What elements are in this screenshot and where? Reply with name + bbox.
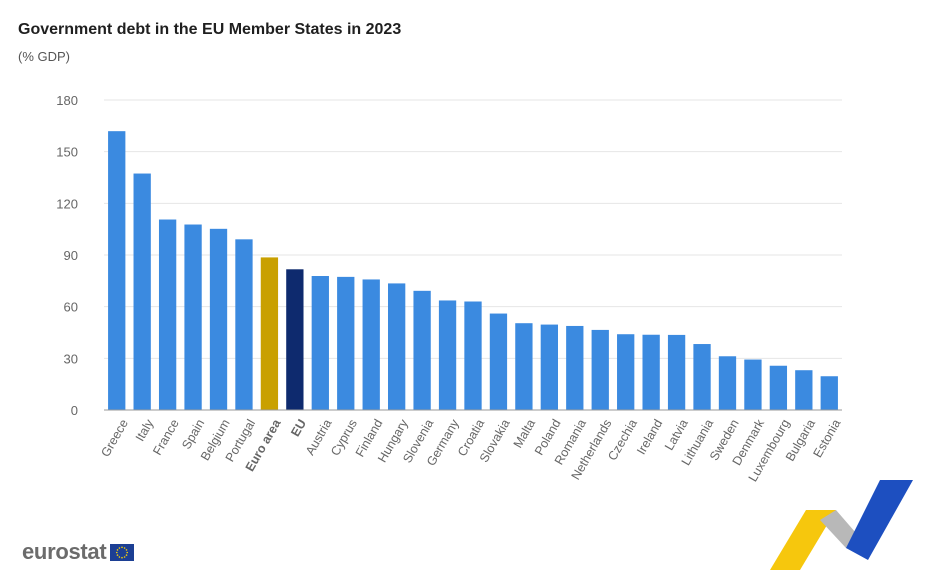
eurostat-logo: eurostat (22, 539, 135, 565)
y-tick-label: 0 (71, 403, 78, 418)
bar-hungary (388, 283, 406, 410)
flag-star (126, 551, 129, 553)
flag-star (119, 546, 121, 549)
chart-title: Government debt in the EU Member States … (18, 21, 402, 38)
bar-slovenia (413, 290, 431, 410)
bar-romania (566, 325, 584, 410)
bar-ireland (642, 334, 660, 410)
flag-star (117, 548, 119, 551)
flag-star (124, 546, 126, 549)
bar-denmark (744, 359, 762, 410)
bar-cyprus (337, 276, 355, 410)
bar-greece (108, 131, 126, 410)
eu-flag-icon (110, 543, 135, 561)
flag-star (121, 546, 124, 548)
y-tick-label: 150 (56, 145, 78, 160)
y-tick-label: 180 (56, 93, 78, 108)
bar-lithuania (693, 344, 711, 410)
eurostat-wordmark: eurostat (22, 539, 107, 564)
flag-star (117, 553, 119, 556)
bar-poland (540, 324, 558, 410)
bar-belgium (209, 228, 228, 410)
bar-slovakia (489, 313, 508, 410)
chart-subtitle: (% GDP) (18, 49, 70, 64)
bar-austria (311, 276, 329, 410)
bar-portugal (235, 239, 253, 410)
flag-star (126, 548, 128, 551)
bar-czechia (617, 334, 635, 410)
bar-spain (184, 224, 202, 410)
y-tick-label: 60 (64, 300, 78, 315)
bar-latvia (667, 334, 686, 410)
y-tick-label: 90 (64, 248, 78, 263)
bar-euro-area (260, 257, 279, 410)
bar-malta (515, 323, 533, 410)
flag-star (119, 555, 121, 558)
bar-bulgaria (795, 370, 813, 410)
bar-germany (438, 300, 457, 410)
bar-italy (133, 173, 151, 410)
flag-star (121, 556, 124, 558)
y-tick-label: 120 (56, 196, 78, 211)
bar-luxembourg (769, 365, 788, 410)
bar-finland (362, 279, 380, 410)
y-tick-label: 30 (64, 351, 78, 366)
flag-star (116, 551, 119, 553)
bar-croatia (464, 301, 482, 410)
bar-estonia (820, 376, 838, 410)
bar-france (158, 219, 177, 410)
bars (108, 131, 838, 410)
y-axis-ticks: 0 30 60 90 120 150 180 (56, 93, 78, 418)
bar-netherlands (591, 329, 609, 410)
flag-star (126, 553, 128, 556)
bar-eu (286, 269, 304, 410)
bar-sweden (718, 356, 737, 410)
flag-star (124, 555, 126, 558)
